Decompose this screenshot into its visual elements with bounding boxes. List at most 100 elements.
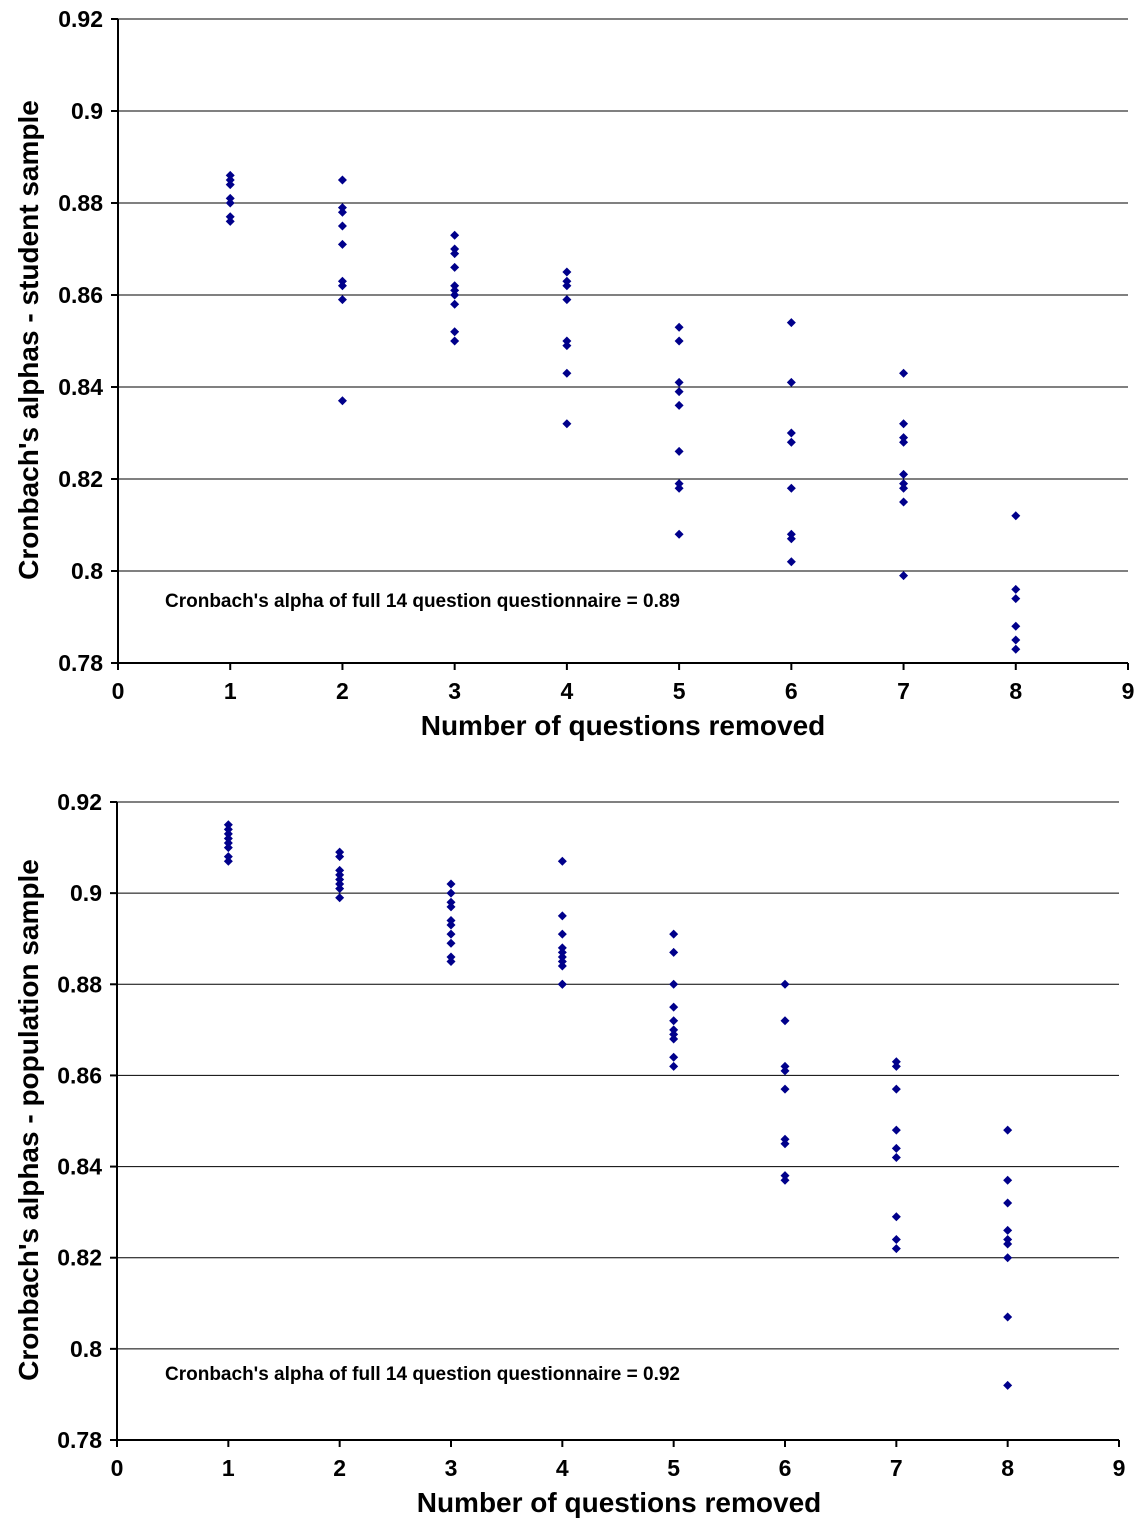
data-point (337, 276, 347, 286)
data-point (562, 341, 572, 351)
data-point (899, 469, 909, 479)
data-point (562, 336, 572, 346)
data-point (446, 938, 456, 948)
y-tick-label: 0.84 (57, 1154, 102, 1180)
y-tick-label: 0.92 (58, 6, 103, 32)
data-point (674, 400, 684, 410)
data-point (225, 198, 235, 208)
x-tick-label: 6 (779, 1455, 792, 1481)
data-point (450, 336, 460, 346)
data-point (223, 829, 233, 839)
y-tick-label: 0.88 (58, 190, 103, 216)
data-point (669, 1016, 679, 1026)
data-point (669, 947, 679, 957)
data-point (786, 483, 796, 493)
data-point (891, 1234, 901, 1244)
data-point (780, 1084, 790, 1094)
data-point (674, 322, 684, 332)
x-tick-label: 1 (224, 678, 237, 704)
data-point (1011, 621, 1021, 631)
data-point (337, 221, 347, 231)
data-point (899, 479, 909, 489)
data-point (899, 433, 909, 443)
data-point (891, 1212, 901, 1222)
data-point (225, 212, 235, 222)
y-tick-label: 0.84 (58, 374, 103, 400)
data-point (557, 943, 567, 953)
data-point (674, 483, 684, 493)
data-point (450, 262, 460, 272)
data-point (223, 824, 233, 834)
y-axis-title: Cronbach's alphas - population sample (13, 859, 44, 1381)
data-point (557, 957, 567, 966)
data-point (450, 249, 460, 259)
data-point (669, 929, 679, 939)
gridlines (117, 801, 1119, 1350)
data-point (1003, 1175, 1013, 1185)
data-point (674, 377, 684, 387)
data-point (899, 437, 909, 447)
data-point (335, 865, 345, 875)
annotation: Cronbach's alpha of full 14 question que… (165, 1364, 680, 1385)
x-tick-label: 7 (890, 1455, 903, 1481)
data-point (1011, 635, 1021, 645)
data-point (450, 290, 460, 300)
data-point (446, 888, 456, 898)
data-point (669, 979, 679, 989)
data-point (786, 318, 796, 328)
y-tick-label: 0.82 (57, 1245, 102, 1271)
data-point (225, 216, 235, 226)
data-point (669, 1002, 679, 1012)
y-tick-label: 0.78 (57, 1427, 102, 1453)
data-point (780, 1139, 790, 1149)
data-point (562, 368, 572, 378)
y-tick-label: 0.78 (58, 650, 103, 676)
data-point (562, 267, 572, 277)
data-point (899, 368, 909, 378)
data-point (446, 879, 456, 889)
data-point (1003, 1380, 1013, 1390)
data-point (335, 847, 345, 857)
data-point (223, 833, 233, 843)
data-point (446, 920, 456, 930)
data-point (450, 230, 460, 240)
data-point (669, 1029, 679, 1039)
data-point (669, 1025, 679, 1035)
y-tick-label: 0.92 (57, 789, 102, 815)
data-points (223, 820, 1013, 1390)
data-point (1003, 1234, 1013, 1244)
x-tick-label: 4 (556, 1455, 569, 1481)
data-point (557, 961, 567, 971)
data-point (891, 1244, 901, 1254)
x-axis: 0 1 2 3 4 5 6 7 8 9 (112, 662, 1134, 704)
data-point (337, 175, 347, 185)
y-axis: 0.78 0.8 0.82 0.84 0.86 0.88 0.9 0.92 (57, 789, 118, 1453)
y-tick-label: 0.86 (57, 1062, 102, 1088)
data-point (780, 1134, 790, 1144)
y-tick-label: 0.86 (58, 282, 103, 308)
data-point (335, 870, 345, 880)
x-axis: 0 1 2 3 4 5 6 7 8 9 (111, 1439, 1125, 1481)
data-point (223, 843, 233, 853)
data-points (225, 170, 1021, 654)
data-point (891, 1061, 901, 1071)
data-point (891, 1125, 901, 1135)
data-point (891, 1143, 901, 1153)
data-point (674, 529, 684, 539)
data-point (786, 428, 796, 438)
data-point (446, 957, 456, 966)
data-point (450, 281, 460, 291)
data-point (899, 419, 909, 429)
data-point (669, 1034, 679, 1044)
data-point (225, 180, 235, 190)
x-tick-label: 0 (111, 1455, 124, 1481)
data-point (337, 239, 347, 249)
data-point (335, 884, 345, 894)
data-point (557, 911, 567, 921)
data-point (780, 1061, 790, 1071)
data-point (225, 175, 235, 185)
data-point (450, 244, 460, 254)
data-point (335, 879, 345, 889)
data-point (674, 387, 684, 397)
